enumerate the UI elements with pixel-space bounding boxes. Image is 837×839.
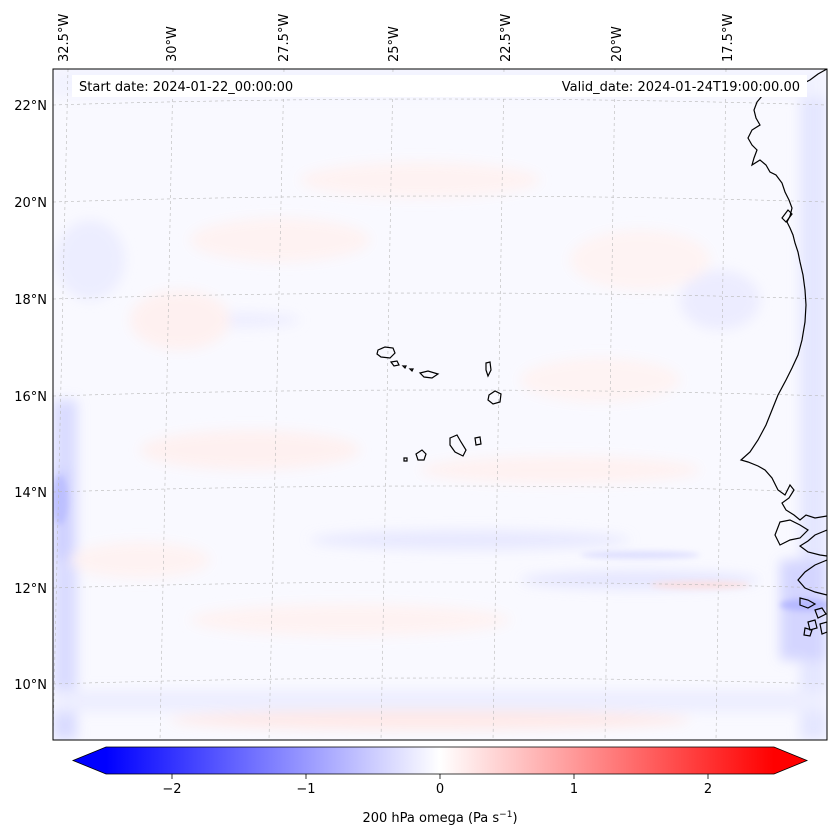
colorbar-max-extend (774, 747, 807, 774)
colorbar-min-extend (73, 747, 106, 774)
colorbar-tick-marks (171, 774, 709, 779)
island-brava (403, 457, 408, 462)
island-sao-nicolau (418, 370, 440, 379)
lon-label: 32.5°W (57, 14, 72, 62)
colorbar-tick-label: 0 (436, 782, 444, 797)
african-coastline (739, 69, 827, 637)
lat-label: 12°N (14, 582, 47, 597)
lon-label: 22.5°W (499, 14, 514, 62)
lat-label: 20°N (14, 196, 47, 211)
coastline-gambia (798, 529, 827, 557)
lat-label: 16°N (14, 390, 47, 405)
colorbar-body (106, 747, 774, 774)
bijagos-island-5 (803, 627, 813, 637)
island-islet (408, 368, 414, 373)
lat-label: 18°N (14, 293, 47, 308)
bijagos-island-3 (807, 619, 818, 631)
coastline-casamance (774, 519, 809, 546)
colorbar-tick-label: −1 (296, 782, 315, 797)
valid-date-label: Valid_date: 2024-01-24T19:00:00.00 (562, 80, 800, 95)
graticule (53, 69, 827, 740)
island-boa-vista (487, 390, 502, 405)
bijagos-island-2 (814, 607, 827, 619)
coastline-mauritania-senegal (739, 69, 827, 521)
colorbar-label: 200 hPa omega (Pa s−1) (362, 810, 517, 826)
lon-label: 27.5°W (277, 14, 292, 62)
colorbar-tick-label: −2 (162, 782, 181, 797)
colorbar-outline (71, 746, 809, 775)
cape-verde-islands (376, 346, 502, 462)
coastline-guinea-bissau (797, 559, 827, 596)
coast-detail-banc-arguin (781, 209, 793, 223)
map-panel[interactable]: Start date: 2024-01-22_00:00:00 Valid_da… (52, 68, 830, 741)
colorbar-label-end: ) (512, 811, 517, 826)
map-frame (52, 68, 828, 741)
lat-label: 14°N (14, 486, 47, 501)
colorbar-label-main: 200 hPa omega (Pa s (362, 811, 499, 826)
lon-label: 17.5°W (721, 14, 736, 62)
island-maio (474, 436, 482, 446)
island-santiago (449, 434, 467, 457)
island-sao-vicente (389, 360, 400, 367)
colorbar: −2 −1 0 1 2 200 hPa omega (Pa s−1) (71, 746, 809, 826)
bijagos-island-1 (799, 597, 817, 609)
omega-field (53, 69, 827, 740)
lat-label: 22°N (14, 99, 47, 114)
island-sal (485, 361, 492, 378)
header-box (72, 75, 807, 97)
lon-label: 20°W (610, 26, 625, 62)
longitude-labels: 32.5°W 30°W 27.5°W 25°W 22.5°W 20°W 17.5… (57, 14, 736, 62)
lon-label: 30°W (165, 26, 180, 62)
island-santo-antao (376, 346, 396, 359)
start-date-label: Start date: 2024-01-22_00:00:00 (79, 80, 293, 95)
island-santa-luzia (401, 365, 407, 370)
colorbar-tick-label: 1 (570, 782, 578, 797)
island-fogo (415, 449, 427, 461)
lat-label: 10°N (14, 678, 47, 693)
bijagos-island-4 (819, 621, 827, 635)
lon-label: 25°W (387, 26, 402, 62)
colorbar-label-sup: −1 (499, 810, 512, 820)
latitude-labels: 22°N 20°N 18°N 16°N 14°N 12°N 10°N (14, 99, 47, 693)
colorbar-tick-label: 2 (704, 782, 712, 797)
